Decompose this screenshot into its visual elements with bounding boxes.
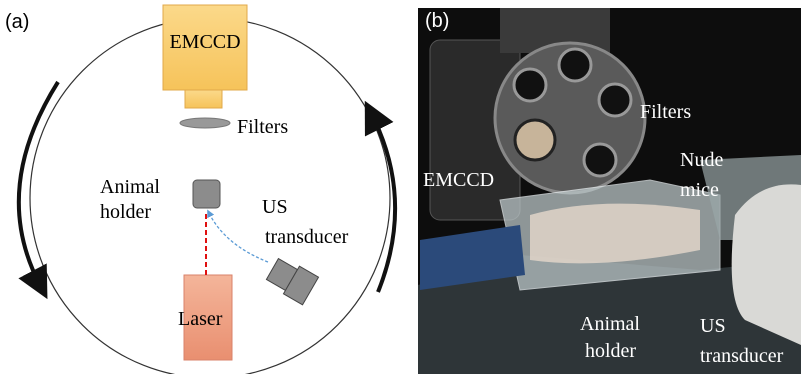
panel-label: (a) <box>5 11 29 33</box>
page: (a) EMCCD Filters Animal holder US trans… <box>0 0 801 374</box>
nude-mice-label: Nude <box>680 149 723 171</box>
filter <box>514 69 546 101</box>
ultrasound-path <box>209 213 268 262</box>
filter <box>599 84 631 116</box>
panel-b: (b) Filters EMCCD Nude mice Animal holde… <box>418 8 801 374</box>
filter <box>584 144 616 176</box>
filter <box>515 120 555 160</box>
emccd-label: EMCCD <box>169 31 240 53</box>
filters-label: Filters <box>237 116 288 138</box>
animal-holder-label: holder <box>585 340 636 362</box>
animal-holder-box <box>193 180 220 208</box>
filters-label: Filters <box>640 101 691 123</box>
laser-label: Laser <box>178 308 223 330</box>
us-transducer-label: transducer <box>265 226 349 248</box>
figure: (a) EMCCD Filters Animal holder US trans… <box>0 0 801 374</box>
filter-disk <box>180 118 230 128</box>
us-transducer-label: US <box>262 196 288 218</box>
us-transducer-icon <box>264 255 318 305</box>
animal-holder-label: Animal <box>100 176 160 198</box>
emccd-label: EMCCD <box>423 169 494 191</box>
nude-mouse <box>530 204 700 264</box>
filter <box>559 49 591 81</box>
rotation-arrow-right <box>372 115 395 292</box>
nude-mice-label: mice <box>680 179 719 201</box>
animal-holder-label: holder <box>100 201 151 223</box>
us-transducer-label: US <box>700 315 726 337</box>
panel-label: (b) <box>425 10 449 32</box>
emccd-lens <box>185 90 222 108</box>
panel-a: (a) EMCCD Filters Animal holder US trans… <box>5 5 395 374</box>
animal-holder-label: Animal <box>580 313 640 335</box>
us-transducer-label: transducer <box>700 345 784 367</box>
